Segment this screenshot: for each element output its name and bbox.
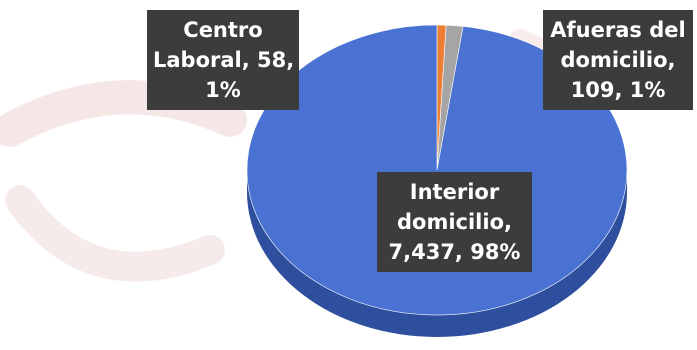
- label-line: 1%: [205, 78, 241, 102]
- label-line: domicilio,: [397, 210, 512, 234]
- label-line: 109, 1%: [570, 78, 666, 102]
- label-line: Centro: [183, 18, 263, 42]
- data-label-centro-laboral: Centro Laboral, 58, 1%: [147, 10, 299, 110]
- label-line: domicilio,: [560, 48, 676, 72]
- data-label-interior-domicilio: Interior domicilio, 7,437, 98%: [377, 172, 532, 272]
- data-label-afueras-del-domicilio: Afueras del domicilio, 109, 1%: [543, 10, 693, 110]
- label-line: Afueras del: [550, 18, 686, 42]
- label-line: Laboral, 58,: [153, 48, 295, 72]
- label-line: 7,437, 98%: [388, 240, 521, 264]
- label-line: Interior: [409, 180, 500, 204]
